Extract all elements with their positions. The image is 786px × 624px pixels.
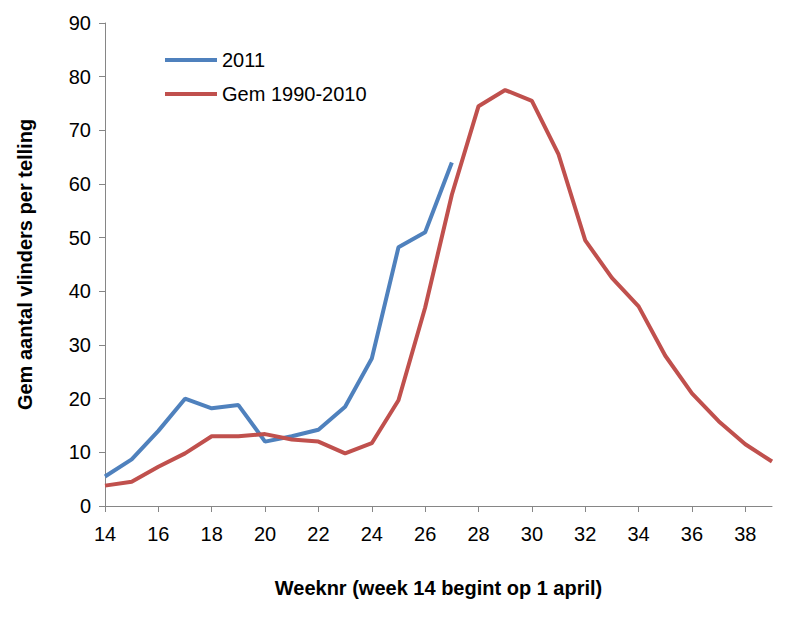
svg-text:20: 20 <box>254 523 276 545</box>
svg-text:80: 80 <box>69 66 91 88</box>
svg-text:26: 26 <box>414 523 436 545</box>
svg-text:38: 38 <box>734 523 756 545</box>
svg-text:50: 50 <box>69 227 91 249</box>
svg-text:36: 36 <box>681 523 703 545</box>
svg-text:30: 30 <box>521 523 543 545</box>
svg-text:2011: 2011 <box>222 49 265 71</box>
svg-text:28: 28 <box>467 523 489 545</box>
svg-text:16: 16 <box>147 523 169 545</box>
svg-text:24: 24 <box>361 523 383 545</box>
svg-text:90: 90 <box>69 12 91 34</box>
svg-text:10: 10 <box>69 441 91 463</box>
svg-text:30: 30 <box>69 334 91 356</box>
svg-text:Gem aantal vlinders per tellin: Gem aantal vlinders per telling <box>14 119 36 410</box>
svg-text:70: 70 <box>69 119 91 141</box>
svg-text:18: 18 <box>201 523 223 545</box>
svg-text:14: 14 <box>94 523 116 545</box>
svg-text:Weeknr (week 14 begint op 1 ap: Weeknr (week 14 begint op 1 april) <box>275 577 603 599</box>
svg-text:40: 40 <box>69 280 91 302</box>
svg-text:32: 32 <box>574 523 596 545</box>
svg-text:Gem 1990-2010: Gem 1990-2010 <box>222 83 367 105</box>
svg-text:34: 34 <box>627 523 649 545</box>
svg-text:22: 22 <box>307 523 329 545</box>
svg-text:20: 20 <box>69 388 91 410</box>
svg-text:60: 60 <box>69 173 91 195</box>
svg-text:0: 0 <box>80 495 91 517</box>
